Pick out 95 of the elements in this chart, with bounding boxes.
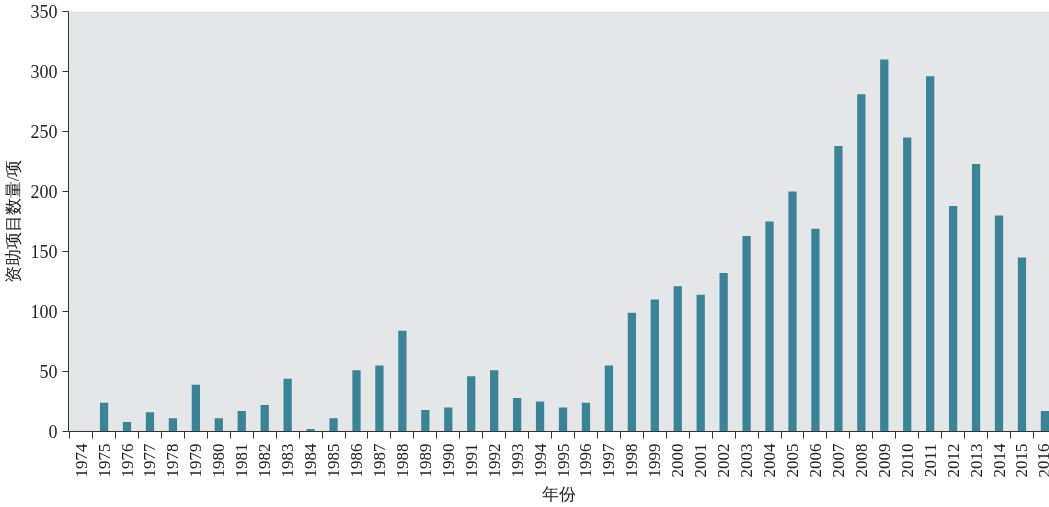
bar	[306, 429, 315, 432]
x-tick-label: 1974	[71, 443, 91, 478]
bar	[627, 312, 636, 432]
bar	[581, 402, 591, 432]
bar	[857, 94, 866, 432]
bar	[1040, 411, 1049, 432]
x-tick-label: 1983	[278, 443, 298, 478]
bar	[191, 384, 200, 432]
x-tick-label: 1990	[438, 443, 458, 478]
bar	[283, 378, 292, 432]
bar	[742, 235, 751, 432]
bar	[1017, 257, 1027, 432]
x-axis-title: 年份	[542, 485, 576, 505]
x-tick-label: 1976	[117, 443, 137, 478]
y-tick-label: 350	[30, 2, 58, 22]
x-tick-label: 1980	[209, 443, 229, 478]
x-tick-label: 1992	[484, 443, 504, 478]
x-tick-label: 2011	[920, 443, 940, 477]
y-tick-label: 300	[30, 62, 58, 82]
bar	[237, 411, 246, 432]
x-tick-label: 1981	[232, 443, 252, 478]
x-tick-label: 1998	[622, 443, 642, 478]
bar	[673, 286, 682, 432]
bar	[421, 409, 430, 432]
y-tick-label: 50	[39, 362, 58, 382]
bar	[765, 221, 774, 432]
x-tick-label: 2015	[1012, 443, 1032, 478]
x-tick-label: 2000	[668, 443, 688, 478]
x-tick-label: 1986	[346, 443, 366, 478]
x-tick-label: 2005	[782, 443, 802, 478]
bar	[398, 330, 407, 432]
y-tick-label: 250	[30, 122, 58, 142]
x-tick-label: 1979	[186, 443, 206, 478]
bar	[168, 418, 178, 432]
bar	[926, 76, 935, 432]
bar	[880, 59, 889, 432]
bar	[535, 401, 545, 432]
x-tick-label: 1989	[415, 443, 435, 478]
x-tick-label: 2004	[760, 443, 780, 478]
bar	[467, 376, 476, 432]
x-tick-label: 1988	[392, 443, 412, 478]
x-tick-label: 2013	[966, 443, 986, 478]
y-tick-label: 100	[30, 302, 58, 322]
x-tick-label: 1975	[94, 443, 114, 478]
x-tick-label: 1977	[140, 443, 160, 478]
bar	[558, 407, 568, 432]
bar	[834, 145, 843, 432]
x-tick-label: 2003	[737, 443, 757, 478]
bar	[903, 137, 912, 432]
x-tick-label: 1996	[576, 443, 596, 478]
y-tick-label: 200	[30, 182, 58, 202]
x-tick-label: 1999	[645, 443, 665, 478]
x-tick-label: 2006	[805, 443, 825, 478]
bar	[145, 412, 155, 432]
x-tick-label: 1993	[507, 443, 527, 478]
bar	[696, 294, 705, 432]
x-tick-label: 2008	[851, 443, 871, 478]
x-tick-label: 2009	[874, 443, 894, 478]
x-tick-label: 2007	[828, 443, 848, 478]
bar	[788, 191, 797, 432]
bar	[122, 421, 132, 432]
x-tick-label: 1991	[461, 443, 481, 478]
bar	[260, 405, 269, 432]
y-axis-title: 资助项目数量/项	[3, 159, 23, 284]
bar	[650, 299, 659, 432]
bar	[329, 418, 338, 432]
bar	[971, 163, 981, 432]
bar	[490, 370, 499, 432]
x-tick-label: 1982	[255, 443, 275, 478]
x-tick-label: 1978	[163, 443, 183, 478]
x-tick-label: 2002	[714, 443, 734, 478]
bar	[994, 215, 1004, 432]
bar	[719, 273, 728, 432]
bar	[811, 228, 820, 432]
bar	[604, 365, 614, 432]
bar	[512, 397, 522, 432]
bar	[214, 418, 223, 432]
x-tick-label: 2010	[897, 443, 917, 478]
y-tick-label: 0	[48, 422, 58, 442]
x-tick-label: 1995	[553, 443, 573, 478]
x-tick-label: 1985	[324, 443, 344, 478]
bar	[99, 402, 109, 432]
x-tick-label: 1984	[301, 443, 321, 478]
bar	[352, 370, 361, 432]
x-tick-label: 2014	[989, 443, 1009, 478]
x-tick-label: 1994	[530, 443, 550, 478]
bar	[444, 407, 453, 432]
y-tick-label: 150	[30, 242, 58, 262]
x-tick-label: 2016	[1034, 443, 1049, 478]
x-tick-label: 1997	[599, 443, 619, 478]
x-tick-label: 2012	[943, 443, 963, 478]
bar	[375, 365, 384, 432]
x-tick-label: 2001	[691, 443, 711, 478]
x-tick-label: 1987	[369, 443, 389, 478]
bar	[948, 205, 958, 432]
